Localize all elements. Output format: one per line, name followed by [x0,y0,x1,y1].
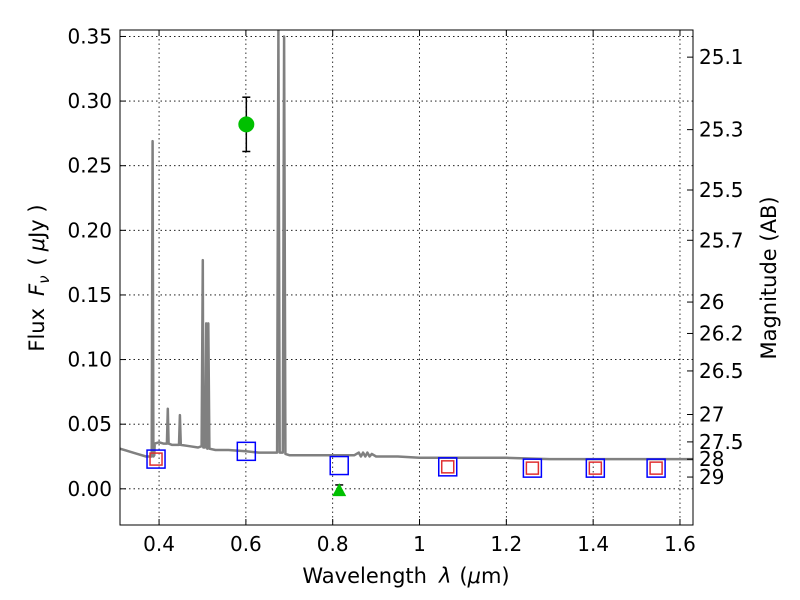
x-tick-label: 1.2 [490,532,522,556]
y-tick-label: 0.20 [67,218,112,242]
plot-frame [119,29,694,526]
magnitude-tick-label: 26 [699,290,724,314]
detection-marker [238,116,255,133]
y-tick-label: 0.35 [67,24,112,48]
model-photometry-marker [236,441,257,462]
x-tick-label: 0.6 [230,532,262,556]
model-photometry-marker [437,457,458,477]
x-tick-label: 1 [413,532,426,556]
y-tick-label: 0.10 [67,348,112,372]
x-tick-label: 0.8 [317,532,349,556]
spectrum-line [120,30,693,461]
x-tick-label: 1.4 [577,532,609,556]
magnitude-tick-label: 27.5 [699,430,744,454]
upper-limit-marker [440,460,455,474]
tick-layer: 0.4 0.6 0.8 1 1.2 1.4 1.6 0.00 0.05 0.10 0.15 0.20 0… [67,24,743,556]
y2-axis-title: Magnitude (AB) [757,196,781,359]
upper-limit-marker [649,461,663,475]
grid-layer [120,30,693,525]
magnitude-tick-label: 28 [699,447,724,471]
y-tick-label: 0.15 [67,283,112,307]
y-tick-label: 0.25 [67,154,112,178]
upper-limit-marker [525,461,540,475]
model-photometry-marker [646,458,666,478]
x-tick-label: 1.6 [664,532,696,556]
upper-limit-marker [149,452,163,466]
y-tick-label: 0.30 [67,89,112,113]
magnitude-tick-label: 26.5 [699,359,744,383]
non-detection-marker [332,483,347,497]
magnitude-tick-label: 27 [699,402,724,426]
x-axis-title: Wavelength λ (μm) [302,564,509,588]
magnitude-tick-label: 25.1 [699,45,744,69]
series-layer [120,30,693,497]
upper-limit-marker [588,461,603,475]
model-photometry-marker [329,455,349,476]
magnitude-tick-label: 26.2 [699,321,744,345]
magnitude-tick-label: 25.7 [699,228,744,252]
model-photometry-marker [522,458,543,478]
y-tick-label: 0.00 [67,477,112,501]
model-photometry-marker [146,449,166,469]
magnitude-tick-label: 29 [699,465,724,489]
model-photometry-marker [585,458,606,478]
y-tick-label: 0.05 [67,412,112,436]
magnitude-tick-label: 25.5 [699,178,744,202]
magnitude-tick-label: 25.3 [699,118,744,142]
x-tick-label: 0.4 [143,532,175,556]
y-axis-title: FluxFν(μJy ) [25,204,53,351]
